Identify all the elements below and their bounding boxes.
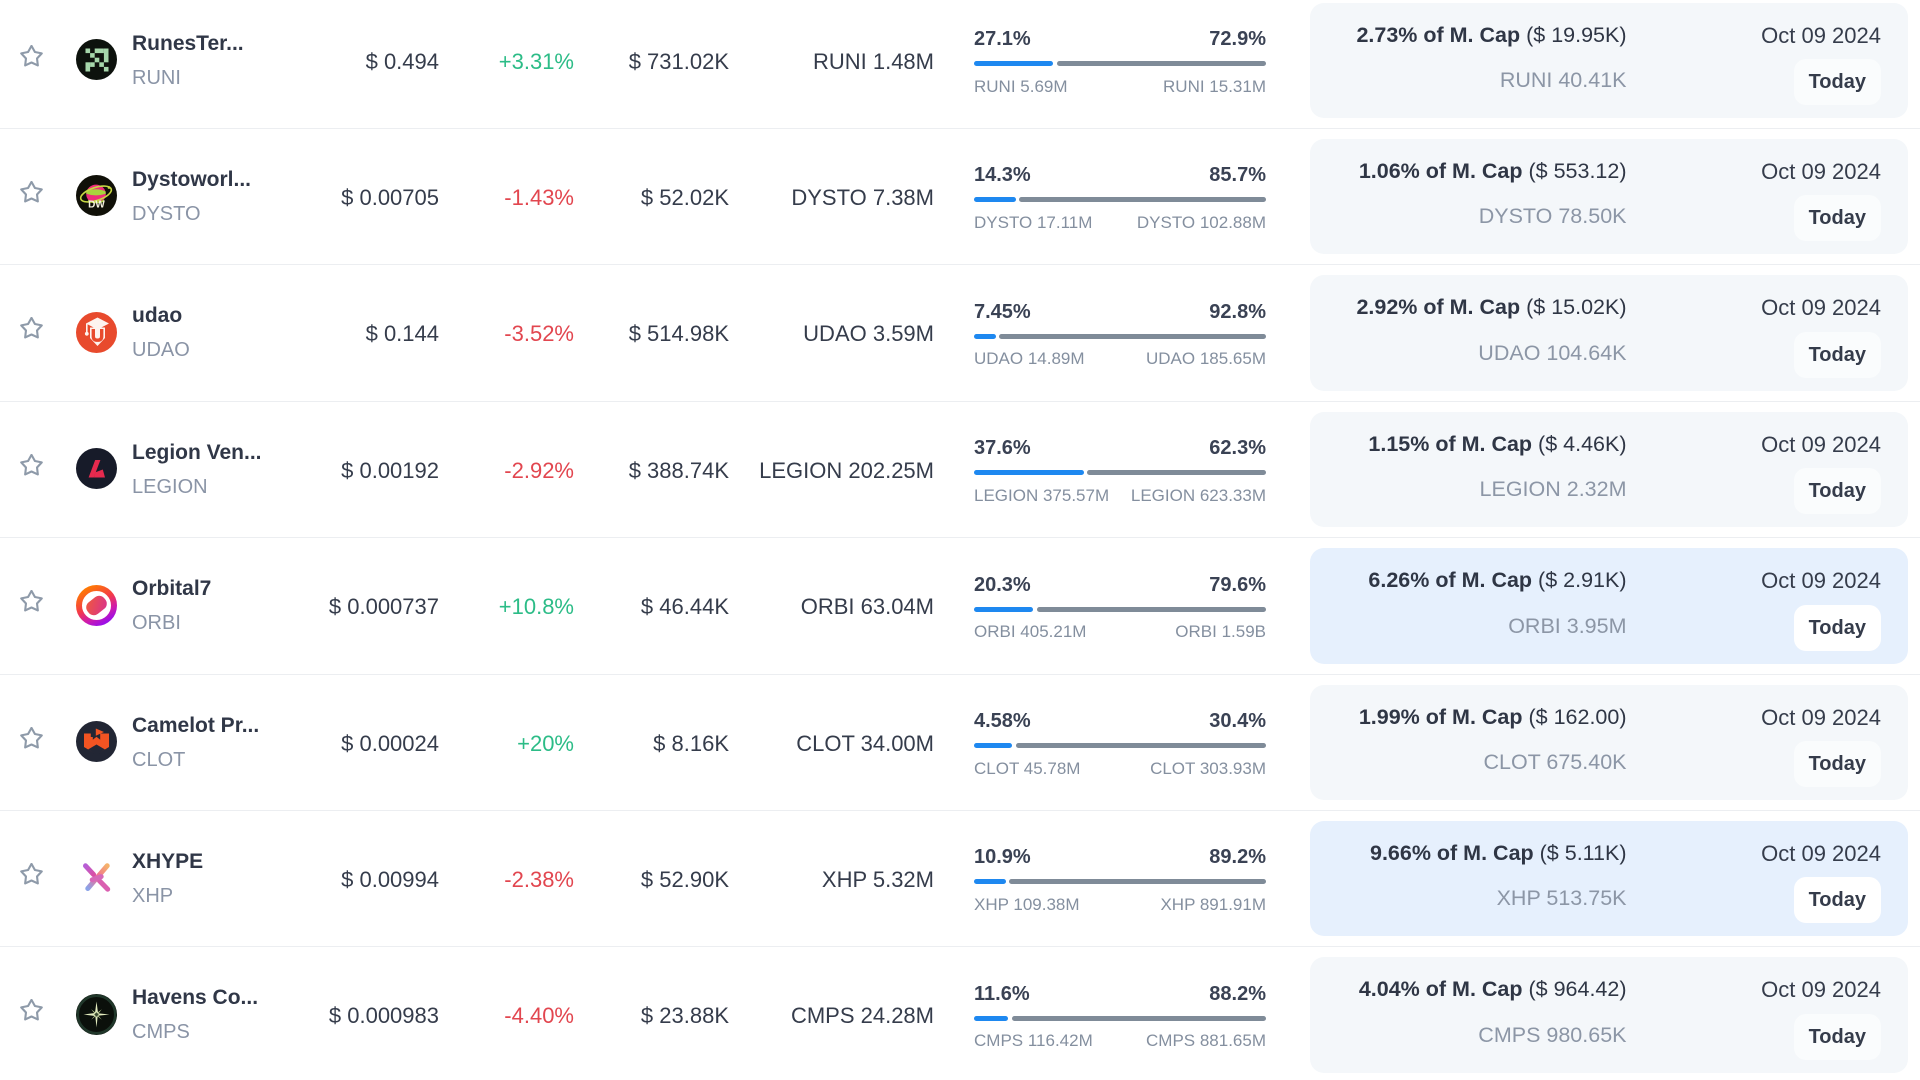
svg-text:DW: DW (88, 200, 105, 211)
